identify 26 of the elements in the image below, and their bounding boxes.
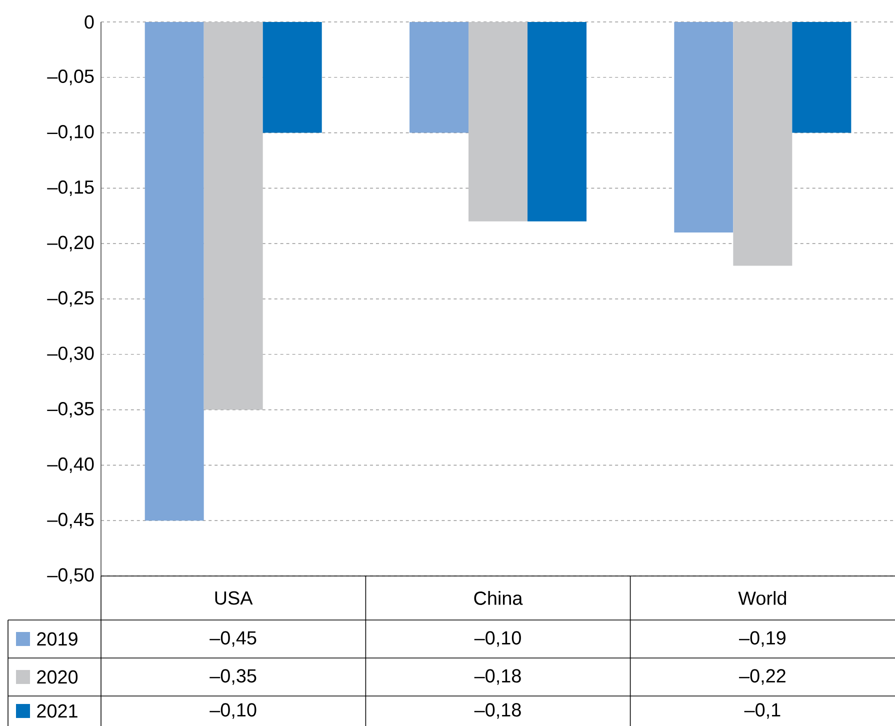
x-tick-label: USA: [215, 591, 253, 605]
data-label: –0,22: [739, 669, 786, 685]
data-label: –0,10: [210, 703, 256, 719]
y-tick-label: –0,30: [47, 346, 94, 362]
y-tick-label: –0,35: [47, 402, 94, 418]
y-tick-label: –0,20: [47, 236, 94, 252]
y-tick-label: –0,50: [47, 568, 94, 584]
x-tick-label: World: [738, 591, 786, 605]
y-tick-label: 0: [84, 15, 94, 29]
legend-label: 2020: [37, 670, 78, 684]
data-label: –0,19: [739, 631, 786, 647]
x-tick-label: China: [474, 591, 523, 605]
y-tick-label: –0,45: [47, 512, 94, 528]
legend-label: 2021: [37, 704, 78, 718]
data-label: –0,45: [210, 631, 256, 647]
data-label: –0,1: [744, 703, 780, 719]
data-label: –0,18: [474, 669, 521, 685]
data-label: –0,10: [474, 631, 521, 647]
y-tick-label: –0,05: [47, 70, 94, 86]
y-tick-label: –0,40: [47, 457, 94, 474]
legend-label: 2019: [37, 632, 78, 646]
y-tick-label: –0,10: [47, 124, 94, 141]
data-label: –0,18: [474, 703, 521, 719]
y-tick-label: –0,15: [47, 180, 94, 196]
y-tick-label: –0,25: [47, 291, 94, 307]
data-label: –0,35: [210, 669, 256, 685]
